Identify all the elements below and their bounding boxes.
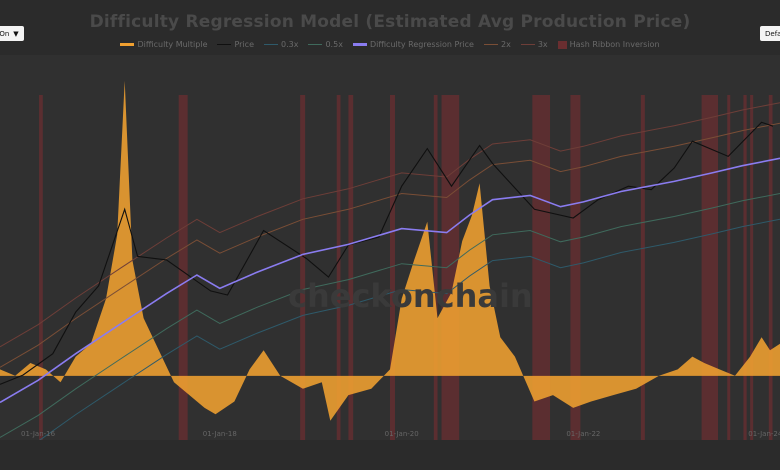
legend-swatch xyxy=(483,44,498,45)
hash-ribbon-bar xyxy=(532,95,551,440)
x-tick-label: 01-Jan-18 xyxy=(203,430,237,438)
legend-swatch xyxy=(308,44,323,45)
legend-item[interactable]: Difficulty Multiple xyxy=(120,40,207,49)
watermark: checkonchain xyxy=(288,277,533,315)
hash-ribbon-bar xyxy=(39,95,43,440)
band-0-3x-line xyxy=(39,218,780,440)
price-line xyxy=(0,121,774,385)
scale-dropdown-value: Defa xyxy=(765,29,780,38)
legend-label: Difficulty Multiple xyxy=(137,40,208,49)
hash-ribbon-bar xyxy=(300,95,306,440)
legend-swatch xyxy=(557,40,567,49)
x-tick-label: 01-Jan-16 xyxy=(21,430,56,438)
legend-label: 0.5x xyxy=(325,40,343,49)
band-0-5x-line xyxy=(0,193,780,438)
band-3x-line xyxy=(0,102,780,348)
hash-ribbon-bar xyxy=(348,95,354,440)
hash-ribbon-bar xyxy=(570,95,581,440)
band-2x-line xyxy=(0,122,780,368)
hash-ribbon-bar xyxy=(640,95,645,440)
legend-item[interactable]: Price xyxy=(217,40,254,49)
hash-ribbon-bar xyxy=(743,95,747,440)
chart-title: Difficulty Regression Model (Estimated A… xyxy=(89,12,691,32)
legend-swatch xyxy=(520,44,535,45)
hash-ribbon-bar xyxy=(750,95,754,440)
hash-ribbon-bar xyxy=(727,95,731,440)
legend-label: Price xyxy=(234,40,254,49)
legend-item[interactable]: Hash Ribbon Inversion xyxy=(557,40,660,49)
hash-ribbon-bar xyxy=(178,95,188,440)
toggle-dropdown-value: On xyxy=(0,29,10,38)
legend-label: Difficulty Regression Price xyxy=(369,40,474,49)
hash-ribbon-bar xyxy=(701,95,719,440)
plot-area[interactable]: 01-Jan-16 01-Jan-18 01-Jan-20 01-Jan-22 01-J… xyxy=(0,55,780,440)
legend-label: 2x xyxy=(500,40,511,49)
chevron-down-icon: ▼ xyxy=(13,29,19,38)
legend-item[interactable]: 0.5x xyxy=(308,40,343,49)
legend-swatch xyxy=(264,44,278,45)
chart-svg: 01-Jan-16 01-Jan-18 01-Jan-20 01-Jan-22 01-J… xyxy=(0,80,780,440)
x-tick-label: 01-Jan-20 xyxy=(385,430,419,438)
legend-swatch xyxy=(120,43,135,46)
hash-ribbon-bar xyxy=(390,95,395,440)
x-tick-label: 01-Jan-22 xyxy=(566,430,600,438)
legend-item[interactable]: 0.3x xyxy=(264,40,298,49)
x-tick-label: 01-Jan-24 xyxy=(748,430,780,438)
toggle-dropdown[interactable]: On ▼ xyxy=(0,26,24,41)
hash-ribbon-bar xyxy=(768,95,773,440)
legend-label: Hash Ribbon Inversion xyxy=(569,40,660,49)
legend: Difficulty Multiple Price 0.3x 0.5x Difficul… xyxy=(0,40,780,49)
legend-label: 0.3x xyxy=(281,40,299,49)
legend-swatch xyxy=(217,44,232,45)
legend-swatch xyxy=(352,43,367,46)
regression-price-line xyxy=(0,157,780,404)
hash-ribbon-bar xyxy=(433,95,438,440)
legend-item[interactable]: 2x xyxy=(483,40,511,49)
scale-dropdown[interactable]: Defa xyxy=(760,26,780,41)
legend-item[interactable]: 3x xyxy=(520,40,548,49)
legend-item[interactable]: Difficulty Regression Price xyxy=(352,40,474,49)
legend-label: 3x xyxy=(537,40,548,49)
hash-ribbon-bar xyxy=(336,95,341,440)
